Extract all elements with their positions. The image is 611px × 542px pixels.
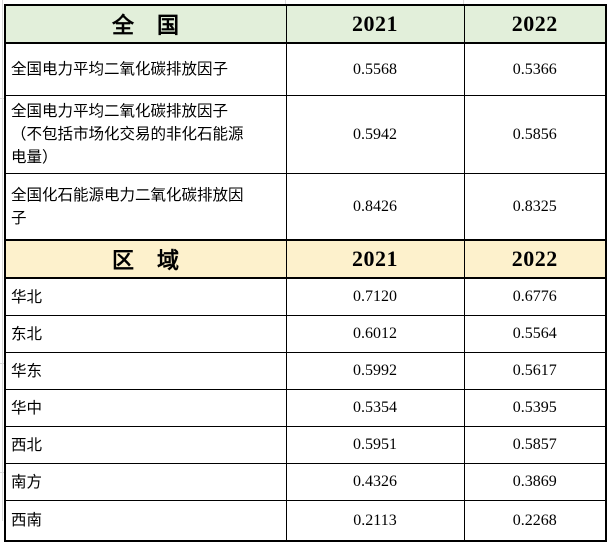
value-2021-cell: 0.5951 <box>285 426 465 464</box>
national-header-cell: 全 国 <box>4 4 287 44</box>
table-row: 南方 0.4326 0.3869 <box>4 463 607 501</box>
table-row: 华北 0.7120 0.6776 <box>4 277 607 316</box>
table-row: 西北 0.5951 0.5857 <box>4 426 607 464</box>
value-2021-cell: 0.5992 <box>285 352 465 390</box>
sheet-gridline-left <box>2 0 3 521</box>
row-label-cell: 全国电力平均二氧化碳排放因子 （不包括市场化交易的非化石能源 电量） <box>4 95 287 174</box>
value-2021-cell: 0.5354 <box>285 389 465 427</box>
regional-header-cell: 区 域 <box>4 239 287 279</box>
table-row: 华中 0.5354 0.5395 <box>4 389 607 427</box>
row-label-cell: 南方 <box>4 463 287 501</box>
table-row: 全国化石能源电力二氧化碳排放因 子 0.8426 0.8325 <box>4 173 607 241</box>
value-2022-cell: 0.5856 <box>463 95 607 174</box>
sheet-gridline-top-2 <box>463 0 464 5</box>
sheet-gridline-side-3 <box>0 472 5 473</box>
sheet-gridline-side-2 <box>0 363 5 364</box>
value-2022-cell: 0.8325 <box>463 173 607 241</box>
value-2022-cell: 0.5395 <box>463 389 607 427</box>
row-label-cell: 东北 <box>4 315 287 353</box>
row-label-cell: 全国电力平均二氧化碳排放因子 <box>4 42 287 96</box>
row-label-cell: 全国化石能源电力二氧化碳排放因 子 <box>4 173 287 241</box>
value-2021-cell: 0.8426 <box>285 173 465 241</box>
row-label-cell: 西北 <box>4 426 287 464</box>
value-2021-cell: 0.6012 <box>285 315 465 353</box>
regional-year-2022-header: 2022 <box>463 239 607 279</box>
value-2022-cell: 0.5366 <box>463 42 607 96</box>
row-label-cell: 华东 <box>4 352 287 390</box>
value-2021-cell: 0.5942 <box>285 95 465 174</box>
value-2022-cell: 0.6776 <box>463 277 607 316</box>
value-2022-cell: 0.5857 <box>463 426 607 464</box>
row-label-cell: 华中 <box>4 389 287 427</box>
regional-year-2021-header: 2021 <box>285 239 465 279</box>
sheet-gridline-side-1 <box>0 98 5 99</box>
table-row: 华东 0.5992 0.5617 <box>4 352 607 390</box>
national-year-2021-header: 2021 <box>285 4 465 44</box>
value-2021-cell: 0.7120 <box>285 277 465 316</box>
table-row: 全国电力平均二氧化碳排放因子 （不包括市场化交易的非化石能源 电量） 0.594… <box>4 95 607 174</box>
value-2022-cell: 0.5617 <box>463 352 607 390</box>
value-2021-cell: 0.4326 <box>285 463 465 501</box>
national-header-row: 全 国 2021 2022 <box>4 4 607 44</box>
sheet-gridline-top-1 <box>285 0 286 5</box>
row-label-cell: 华北 <box>4 277 287 316</box>
value-2021-cell: 0.5568 <box>285 42 465 96</box>
emission-factor-table: 全 国 2021 2022 全国电力平均二氧化碳排放因子 0.5568 0.53… <box>4 4 607 542</box>
value-2022-cell: 0.3869 <box>463 463 607 501</box>
table-row: 全国电力平均二氧化碳排放因子 0.5568 0.5366 <box>4 42 607 96</box>
national-year-2022-header: 2022 <box>463 4 607 44</box>
table-row: 东北 0.6012 0.5564 <box>4 315 607 353</box>
regional-header-row: 区 域 2021 2022 <box>4 239 607 279</box>
value-2022-cell: 0.5564 <box>463 315 607 353</box>
